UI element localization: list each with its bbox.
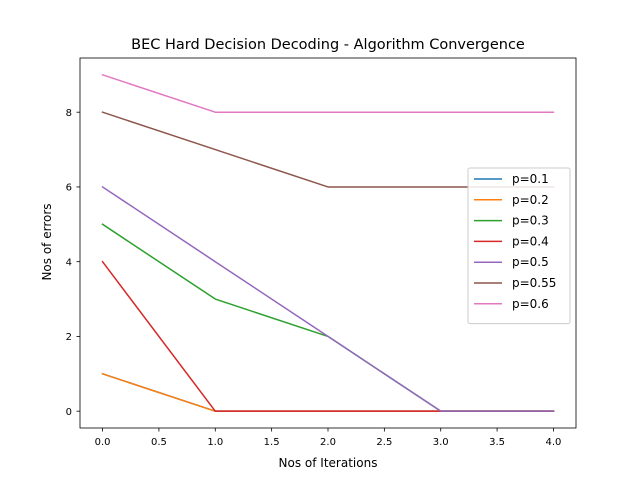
x-tick-label: 2.5 [376, 437, 392, 448]
legend-label-p=0.3: p=0.3 [512, 214, 549, 228]
y-tick-label: 0 [66, 407, 72, 418]
legend-label-p=0.1: p=0.1 [512, 172, 549, 186]
y-tick-label: 8 [66, 108, 72, 119]
x-tick-label: 0.0 [95, 437, 111, 448]
legend-label-p=0.6: p=0.6 [512, 297, 549, 311]
legend-label-p=0.55: p=0.55 [512, 276, 556, 290]
legend-label-p=0.2: p=0.2 [512, 193, 549, 207]
legend-label-p=0.4: p=0.4 [512, 234, 549, 248]
y-tick-label: 6 [66, 183, 72, 194]
x-tick-label: 1.0 [207, 437, 223, 448]
x-tick-label: 4.0 [546, 437, 562, 448]
x-tick-label: 1.5 [264, 437, 280, 448]
x-tick-label: 3.5 [489, 437, 505, 448]
y-tick-label: 2 [66, 332, 72, 343]
legend: p=0.1 p=0.2 p=0.3 p=0.4 p=0.5 p=0.55 p=0.6 [467, 167, 571, 325]
chart-title: BEC Hard Decision Decoding - Algorithm C… [131, 37, 525, 53]
x-tick-label: 3.0 [433, 437, 449, 448]
series-line-p=0.6 [101, 73, 555, 113]
x-tick-label: 2.0 [320, 437, 336, 448]
series-line-p=0.5 [101, 185, 555, 412]
y-axis-label: Nos of errors [40, 203, 54, 280]
axes-layer: 0.0 0.5 1.0 1.5 2.0 2.5 3.0 3.5 4.0 0 2 4 6 8 [66, 57, 577, 448]
x-tick-label: 0.5 [151, 437, 167, 448]
legend-label-p=0.5: p=0.5 [512, 255, 549, 269]
x-axis-label: Nos of Iterations [279, 456, 378, 470]
legend-box [467, 167, 571, 325]
y-tick-label: 4 [66, 257, 72, 268]
